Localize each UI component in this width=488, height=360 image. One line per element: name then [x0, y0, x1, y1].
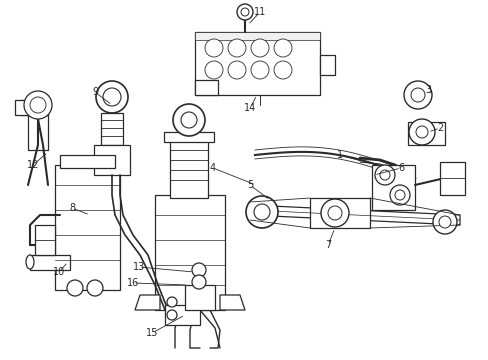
Polygon shape [30, 255, 70, 270]
Circle shape [227, 61, 245, 79]
Circle shape [67, 280, 83, 296]
Text: 15: 15 [145, 328, 158, 338]
Polygon shape [220, 295, 244, 310]
Circle shape [167, 310, 177, 320]
Circle shape [379, 170, 389, 180]
Text: 16: 16 [126, 278, 139, 288]
Polygon shape [101, 113, 123, 145]
Circle shape [103, 88, 121, 106]
Polygon shape [164, 305, 200, 325]
Polygon shape [163, 132, 214, 142]
Text: 12: 12 [27, 160, 39, 170]
Circle shape [438, 216, 450, 228]
Circle shape [273, 61, 291, 79]
Polygon shape [195, 32, 319, 95]
Polygon shape [55, 165, 120, 290]
Polygon shape [439, 162, 464, 195]
Circle shape [389, 185, 409, 205]
Polygon shape [155, 195, 224, 310]
Text: 1: 1 [336, 150, 343, 160]
Circle shape [253, 204, 269, 220]
Circle shape [415, 126, 427, 138]
Polygon shape [309, 198, 369, 228]
Polygon shape [35, 225, 55, 255]
Circle shape [24, 91, 52, 119]
Polygon shape [20, 100, 28, 115]
Polygon shape [319, 55, 334, 75]
Circle shape [403, 81, 431, 109]
Circle shape [408, 119, 434, 145]
Polygon shape [60, 155, 115, 168]
Circle shape [250, 39, 268, 57]
Circle shape [327, 206, 341, 220]
Circle shape [245, 196, 278, 228]
Polygon shape [407, 122, 444, 145]
Circle shape [30, 97, 46, 113]
Ellipse shape [26, 255, 34, 269]
Text: 6: 6 [397, 163, 403, 173]
Circle shape [273, 39, 291, 57]
Circle shape [173, 104, 204, 136]
Circle shape [250, 61, 268, 79]
Circle shape [394, 190, 404, 200]
Text: 9: 9 [92, 87, 98, 97]
Polygon shape [28, 95, 48, 115]
Polygon shape [135, 295, 160, 310]
Polygon shape [28, 115, 48, 150]
Circle shape [87, 280, 103, 296]
Text: 13: 13 [133, 262, 145, 272]
Text: 10: 10 [53, 267, 65, 277]
Circle shape [204, 39, 223, 57]
Text: 4: 4 [209, 163, 216, 173]
Polygon shape [195, 80, 218, 95]
Polygon shape [184, 285, 215, 310]
Circle shape [192, 263, 205, 277]
Circle shape [241, 8, 248, 16]
Polygon shape [15, 100, 28, 115]
Text: 7: 7 [324, 240, 330, 250]
Text: 3: 3 [424, 85, 430, 95]
Circle shape [167, 297, 177, 307]
Text: 11: 11 [253, 7, 265, 17]
Polygon shape [94, 145, 130, 175]
Polygon shape [249, 205, 459, 225]
Text: 14: 14 [244, 103, 256, 113]
Circle shape [227, 39, 245, 57]
Circle shape [204, 61, 223, 79]
Circle shape [237, 4, 252, 20]
Circle shape [181, 112, 197, 128]
Text: 2: 2 [436, 123, 442, 133]
Text: 8: 8 [69, 203, 75, 213]
Circle shape [410, 88, 424, 102]
Circle shape [96, 81, 128, 113]
Polygon shape [371, 165, 414, 210]
Polygon shape [170, 140, 207, 198]
Circle shape [320, 199, 348, 227]
Circle shape [432, 210, 456, 234]
Text: 5: 5 [246, 180, 253, 190]
Polygon shape [195, 32, 319, 40]
Circle shape [192, 275, 205, 289]
Circle shape [374, 165, 394, 185]
